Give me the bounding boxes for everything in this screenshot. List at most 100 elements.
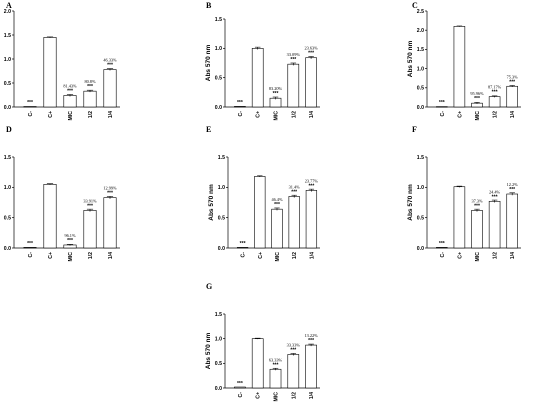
significance-stars: *** — [474, 96, 480, 102]
y-tick-label: 2.0 — [417, 28, 424, 34]
percentage-label: 81.43% — [63, 83, 77, 88]
significance-stars: *** — [439, 100, 445, 106]
bar-E-3 — [288, 196, 300, 249]
y-tick-label: 0.0 — [417, 246, 424, 252]
bar-B-0 — [234, 106, 246, 108]
y-tick-label: 0.0 — [4, 246, 11, 252]
significance-stars: *** — [492, 194, 498, 200]
significance-stars: *** — [290, 347, 296, 353]
x-tick-label: MIC — [68, 252, 74, 262]
bar-G-4 — [305, 344, 317, 389]
y-tick-label: 0.5 — [417, 86, 424, 92]
y-axis-label-D: Abs 570 nm — [0, 184, 1, 221]
bar-B-4 — [305, 57, 317, 108]
bar-B-3 — [287, 63, 300, 108]
x-tick-label: 1/4 — [309, 252, 315, 259]
y-tick-label: 1.0 — [215, 336, 222, 342]
bar-B-2 — [269, 97, 282, 108]
significance-stars: *** — [240, 241, 246, 247]
bar-A-0 — [23, 106, 37, 108]
y-axis-label-A: Abs 570 nm — [0, 41, 1, 78]
significance-stars: *** — [87, 203, 93, 209]
significance-stars: *** — [67, 88, 73, 94]
percentage-label: 37.3% — [471, 198, 483, 203]
significance-stars: *** — [474, 203, 480, 209]
y-axis-label-B: Abs 570 nm — [205, 45, 212, 82]
significance-stars: *** — [67, 238, 73, 244]
y-tick-label: 0.0 — [218, 246, 225, 252]
x-tick-label: MIC — [475, 111, 481, 121]
bar-G-1 — [251, 338, 264, 389]
bar-A-3 — [83, 90, 97, 108]
x-tick-label: C- — [440, 111, 446, 117]
y-axis-label-C: Abs 570 nm — [407, 41, 414, 78]
x-tick-label: 1/2 — [88, 252, 94, 259]
percentage-label: 13.22% — [304, 333, 318, 338]
bar-B-1 — [251, 48, 264, 108]
x-tick-label: MIC — [274, 392, 280, 402]
panel-letter-B: B — [206, 1, 212, 10]
y-tick-label: 1.5 — [215, 312, 222, 318]
x-tick-label: 1/2 — [291, 392, 297, 399]
bar-A-4 — [103, 69, 117, 108]
x-tick-label: 1/2 — [493, 252, 499, 259]
significance-stars: *** — [308, 183, 314, 189]
y-tick-label: 1.5 — [215, 17, 222, 23]
bar-G-3 — [287, 354, 300, 389]
percentage-label: 23.77% — [305, 178, 319, 183]
y-tick-label: 0.5 — [218, 215, 225, 221]
bar-G-2 — [269, 368, 282, 389]
bar-F-4 — [506, 193, 518, 249]
bar-F-3 — [488, 200, 501, 249]
x-tick-label: C+ — [457, 252, 463, 259]
bar-F-1 — [453, 186, 466, 249]
x-tick-label: C- — [440, 252, 446, 258]
y-tick-label: 1.5 — [417, 47, 424, 53]
x-tick-label: MIC — [475, 252, 481, 262]
bar-D-0 — [23, 247, 37, 249]
y-tick-label: 1.0 — [215, 46, 222, 52]
percentage-label: 96.1% — [64, 233, 76, 238]
percentage-label: 12.2% — [507, 182, 519, 187]
panel-letter-C: C — [412, 1, 418, 10]
y-tick-label: 1.5 — [417, 155, 424, 161]
x-tick-label: 1/4 — [510, 252, 516, 259]
x-tick-label: MIC — [275, 252, 281, 262]
percentage-label: 95.96% — [470, 91, 484, 96]
x-tick-label: C- — [241, 252, 247, 258]
y-tick-label: 2.5 — [417, 9, 424, 15]
panel-letter-A: A — [6, 1, 12, 10]
x-tick-label: 1/2 — [88, 111, 94, 118]
y-tick-label: 1.0 — [417, 66, 424, 72]
significance-stars: *** — [107, 191, 113, 197]
significance-stars: *** — [291, 189, 297, 195]
bar-E-2 — [271, 208, 283, 249]
y-tick-label: 0.0 — [215, 105, 222, 111]
y-tick-label: 1.5 — [4, 33, 11, 39]
x-tick-label: C+ — [48, 111, 54, 118]
bar-A-2 — [63, 95, 77, 108]
percentage-label: 83.20% — [269, 86, 283, 91]
x-tick-label: C- — [28, 111, 34, 117]
significance-stars: *** — [308, 51, 314, 57]
significance-stars: *** — [274, 202, 280, 208]
percentage-label: 23.63% — [304, 46, 318, 51]
x-tick-label: MIC — [274, 111, 280, 121]
significance-stars: *** — [509, 79, 515, 85]
y-axis-label-F: Abs 570 nm — [407, 184, 414, 221]
x-tick-label: C- — [28, 252, 34, 258]
significance-stars: *** — [107, 63, 113, 69]
significance-stars: *** — [237, 381, 243, 387]
percentage-label: 80.8% — [84, 79, 96, 84]
x-tick-label: 1/2 — [291, 111, 297, 118]
x-tick-label: C+ — [256, 392, 262, 399]
x-tick-label: 1/2 — [292, 252, 298, 259]
bar-C-0 — [436, 106, 448, 108]
bar-D-4 — [103, 197, 117, 249]
bar-C-3 — [488, 96, 501, 108]
y-tick-label: 0.0 — [417, 105, 424, 111]
panel-letter-F: F — [412, 125, 417, 134]
significance-stars: *** — [509, 187, 515, 193]
y-tick-label: 0.0 — [4, 105, 11, 111]
y-tick-label: 0.5 — [4, 81, 11, 87]
